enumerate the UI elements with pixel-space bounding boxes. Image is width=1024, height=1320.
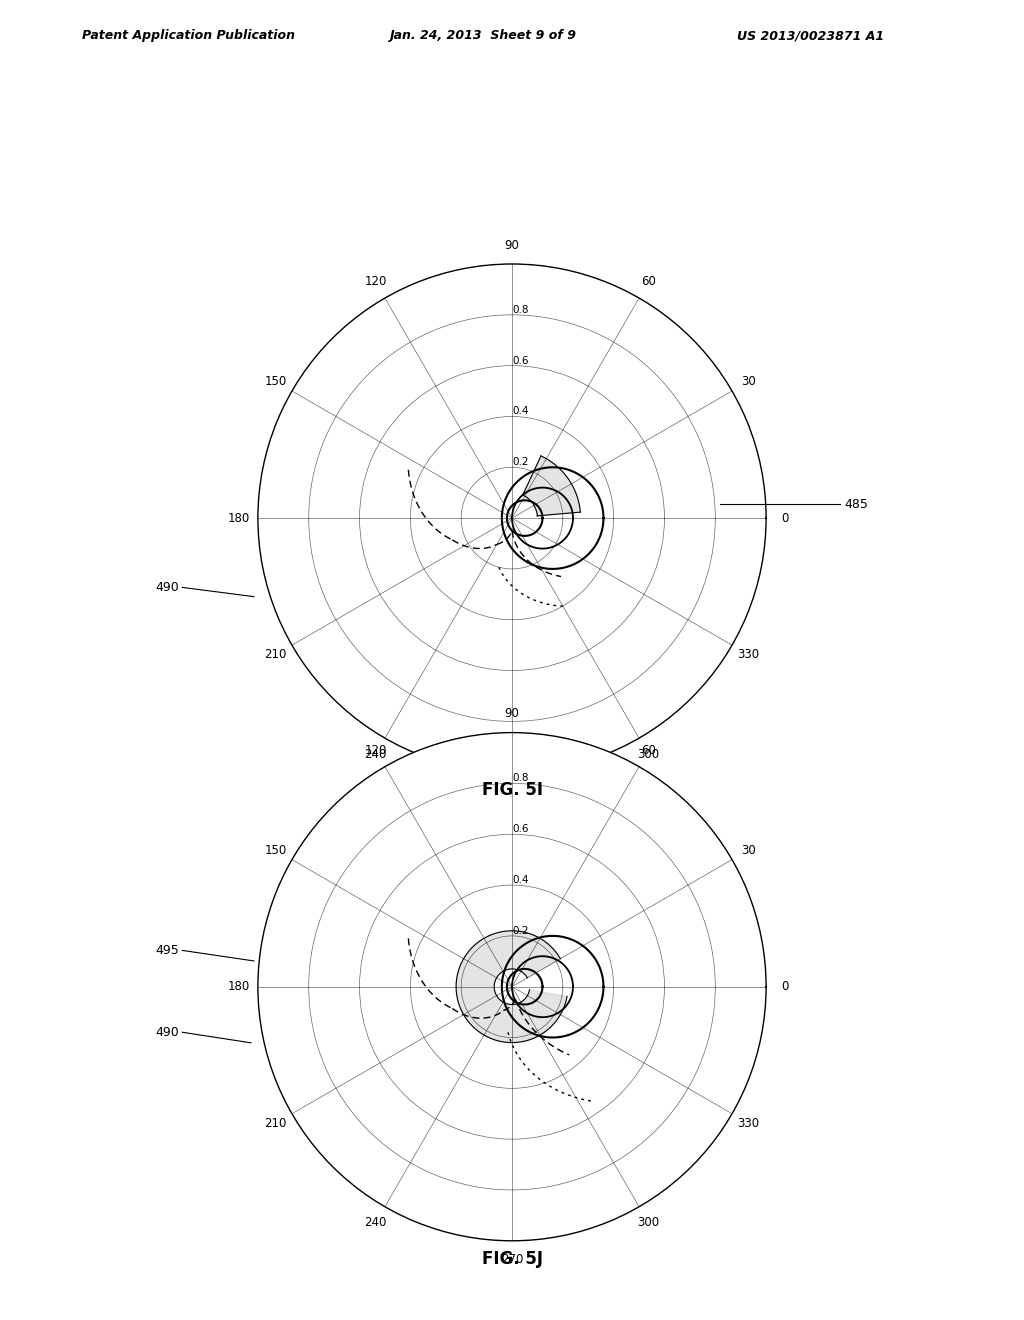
Text: 485: 485 bbox=[845, 498, 868, 511]
Text: FIG. 5J: FIG. 5J bbox=[481, 1250, 543, 1269]
Text: 495: 495 bbox=[156, 944, 179, 957]
Text: Patent Application Publication: Patent Application Publication bbox=[82, 29, 295, 42]
Text: FIG. 5I: FIG. 5I bbox=[481, 781, 543, 800]
Text: 490: 490 bbox=[156, 581, 179, 594]
Polygon shape bbox=[456, 931, 567, 1043]
Polygon shape bbox=[522, 455, 581, 516]
Text: Jan. 24, 2013  Sheet 9 of 9: Jan. 24, 2013 Sheet 9 of 9 bbox=[389, 29, 577, 42]
Text: 490: 490 bbox=[156, 1026, 179, 1039]
Text: US 2013/0023871 A1: US 2013/0023871 A1 bbox=[737, 29, 885, 42]
